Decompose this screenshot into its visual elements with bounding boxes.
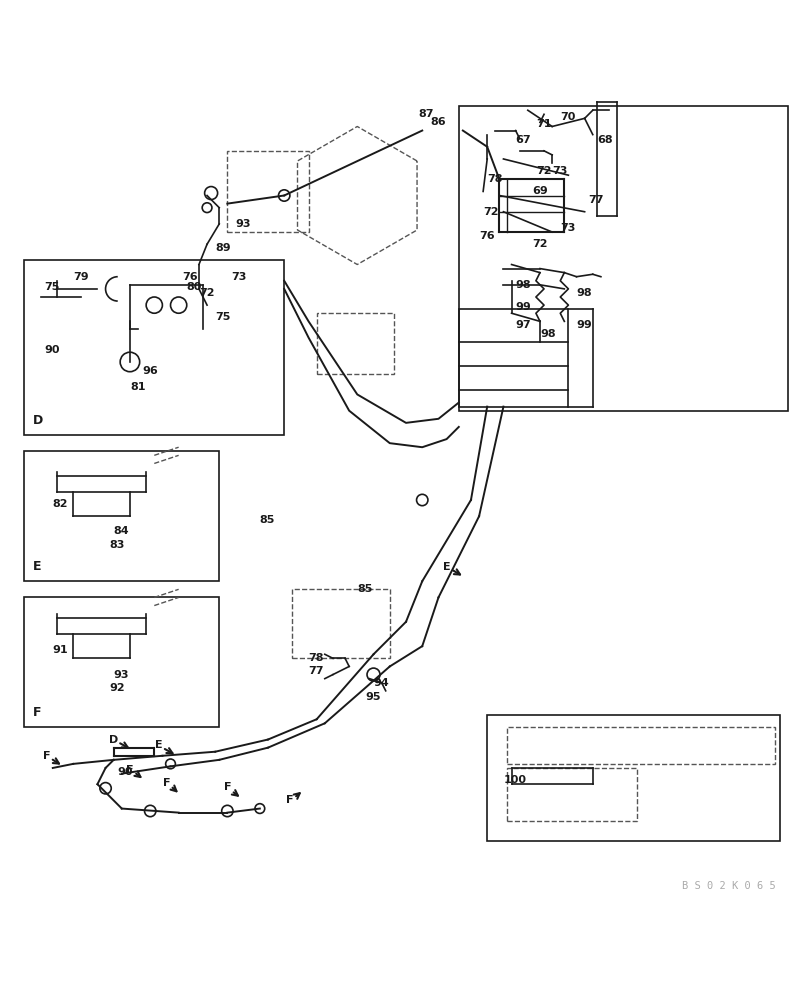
Bar xyxy=(316,313,393,374)
Text: 93: 93 xyxy=(235,219,251,229)
Text: F: F xyxy=(126,765,134,775)
Text: 73: 73 xyxy=(560,223,575,233)
Text: 94: 94 xyxy=(373,678,388,688)
Text: 72: 72 xyxy=(531,239,547,249)
Text: 95: 95 xyxy=(365,692,380,702)
Text: E: E xyxy=(32,560,41,573)
Text: 96: 96 xyxy=(142,366,157,376)
Text: 75: 75 xyxy=(215,312,230,322)
Bar xyxy=(458,106,787,411)
Text: F: F xyxy=(223,782,231,792)
Bar xyxy=(227,151,308,232)
Text: 97: 97 xyxy=(515,320,530,330)
Text: D: D xyxy=(109,735,118,745)
Text: 99: 99 xyxy=(576,320,591,330)
Text: 90: 90 xyxy=(45,345,60,355)
Bar xyxy=(507,727,775,764)
Text: 89: 89 xyxy=(215,243,230,253)
Text: 90: 90 xyxy=(118,767,133,777)
Text: 98: 98 xyxy=(576,288,591,298)
Text: 81: 81 xyxy=(130,382,145,392)
Text: E: E xyxy=(154,740,162,750)
Text: 73: 73 xyxy=(551,166,567,176)
Bar xyxy=(507,768,637,821)
Text: 84: 84 xyxy=(114,526,129,536)
Text: 76: 76 xyxy=(182,272,198,282)
Text: 87: 87 xyxy=(418,109,433,119)
Text: 68: 68 xyxy=(596,135,611,145)
Text: 78: 78 xyxy=(487,174,502,184)
Bar xyxy=(24,451,219,581)
Text: F: F xyxy=(285,795,294,805)
Text: 72: 72 xyxy=(535,166,551,176)
Text: D: D xyxy=(32,414,43,427)
Bar xyxy=(292,589,389,658)
Text: F: F xyxy=(42,751,50,761)
Text: 79: 79 xyxy=(73,272,88,282)
Text: 82: 82 xyxy=(53,499,68,509)
Text: F: F xyxy=(162,778,170,788)
Text: 77: 77 xyxy=(588,195,603,205)
Text: 98: 98 xyxy=(515,280,530,290)
Text: F: F xyxy=(32,706,41,719)
Text: 85: 85 xyxy=(260,515,275,525)
Text: E: E xyxy=(442,562,450,572)
Text: 67: 67 xyxy=(515,135,530,145)
Text: 75: 75 xyxy=(45,282,60,292)
Text: 71: 71 xyxy=(535,119,551,129)
Text: 80: 80 xyxy=(187,282,202,292)
Text: 83: 83 xyxy=(109,540,125,550)
Text: 99: 99 xyxy=(515,302,530,312)
Bar xyxy=(24,260,284,435)
Text: 76: 76 xyxy=(478,231,494,241)
Text: 72: 72 xyxy=(483,207,498,217)
Bar xyxy=(458,309,568,407)
Text: 91: 91 xyxy=(53,645,68,655)
Text: 86: 86 xyxy=(430,117,445,127)
Text: 73: 73 xyxy=(231,272,247,282)
Text: 92: 92 xyxy=(109,683,125,693)
Bar xyxy=(487,715,779,841)
Bar xyxy=(24,597,219,727)
Text: 72: 72 xyxy=(199,288,214,298)
Text: 98: 98 xyxy=(539,329,555,339)
Text: 93: 93 xyxy=(114,670,129,680)
Text: 70: 70 xyxy=(560,112,575,122)
Text: 85: 85 xyxy=(357,584,372,594)
Text: 78: 78 xyxy=(308,653,324,663)
Text: 77: 77 xyxy=(308,666,324,676)
Text: B S 0 2 K 0 6 5: B S 0 2 K 0 6 5 xyxy=(681,881,775,891)
Text: 100: 100 xyxy=(503,775,526,785)
Text: 69: 69 xyxy=(531,186,547,196)
